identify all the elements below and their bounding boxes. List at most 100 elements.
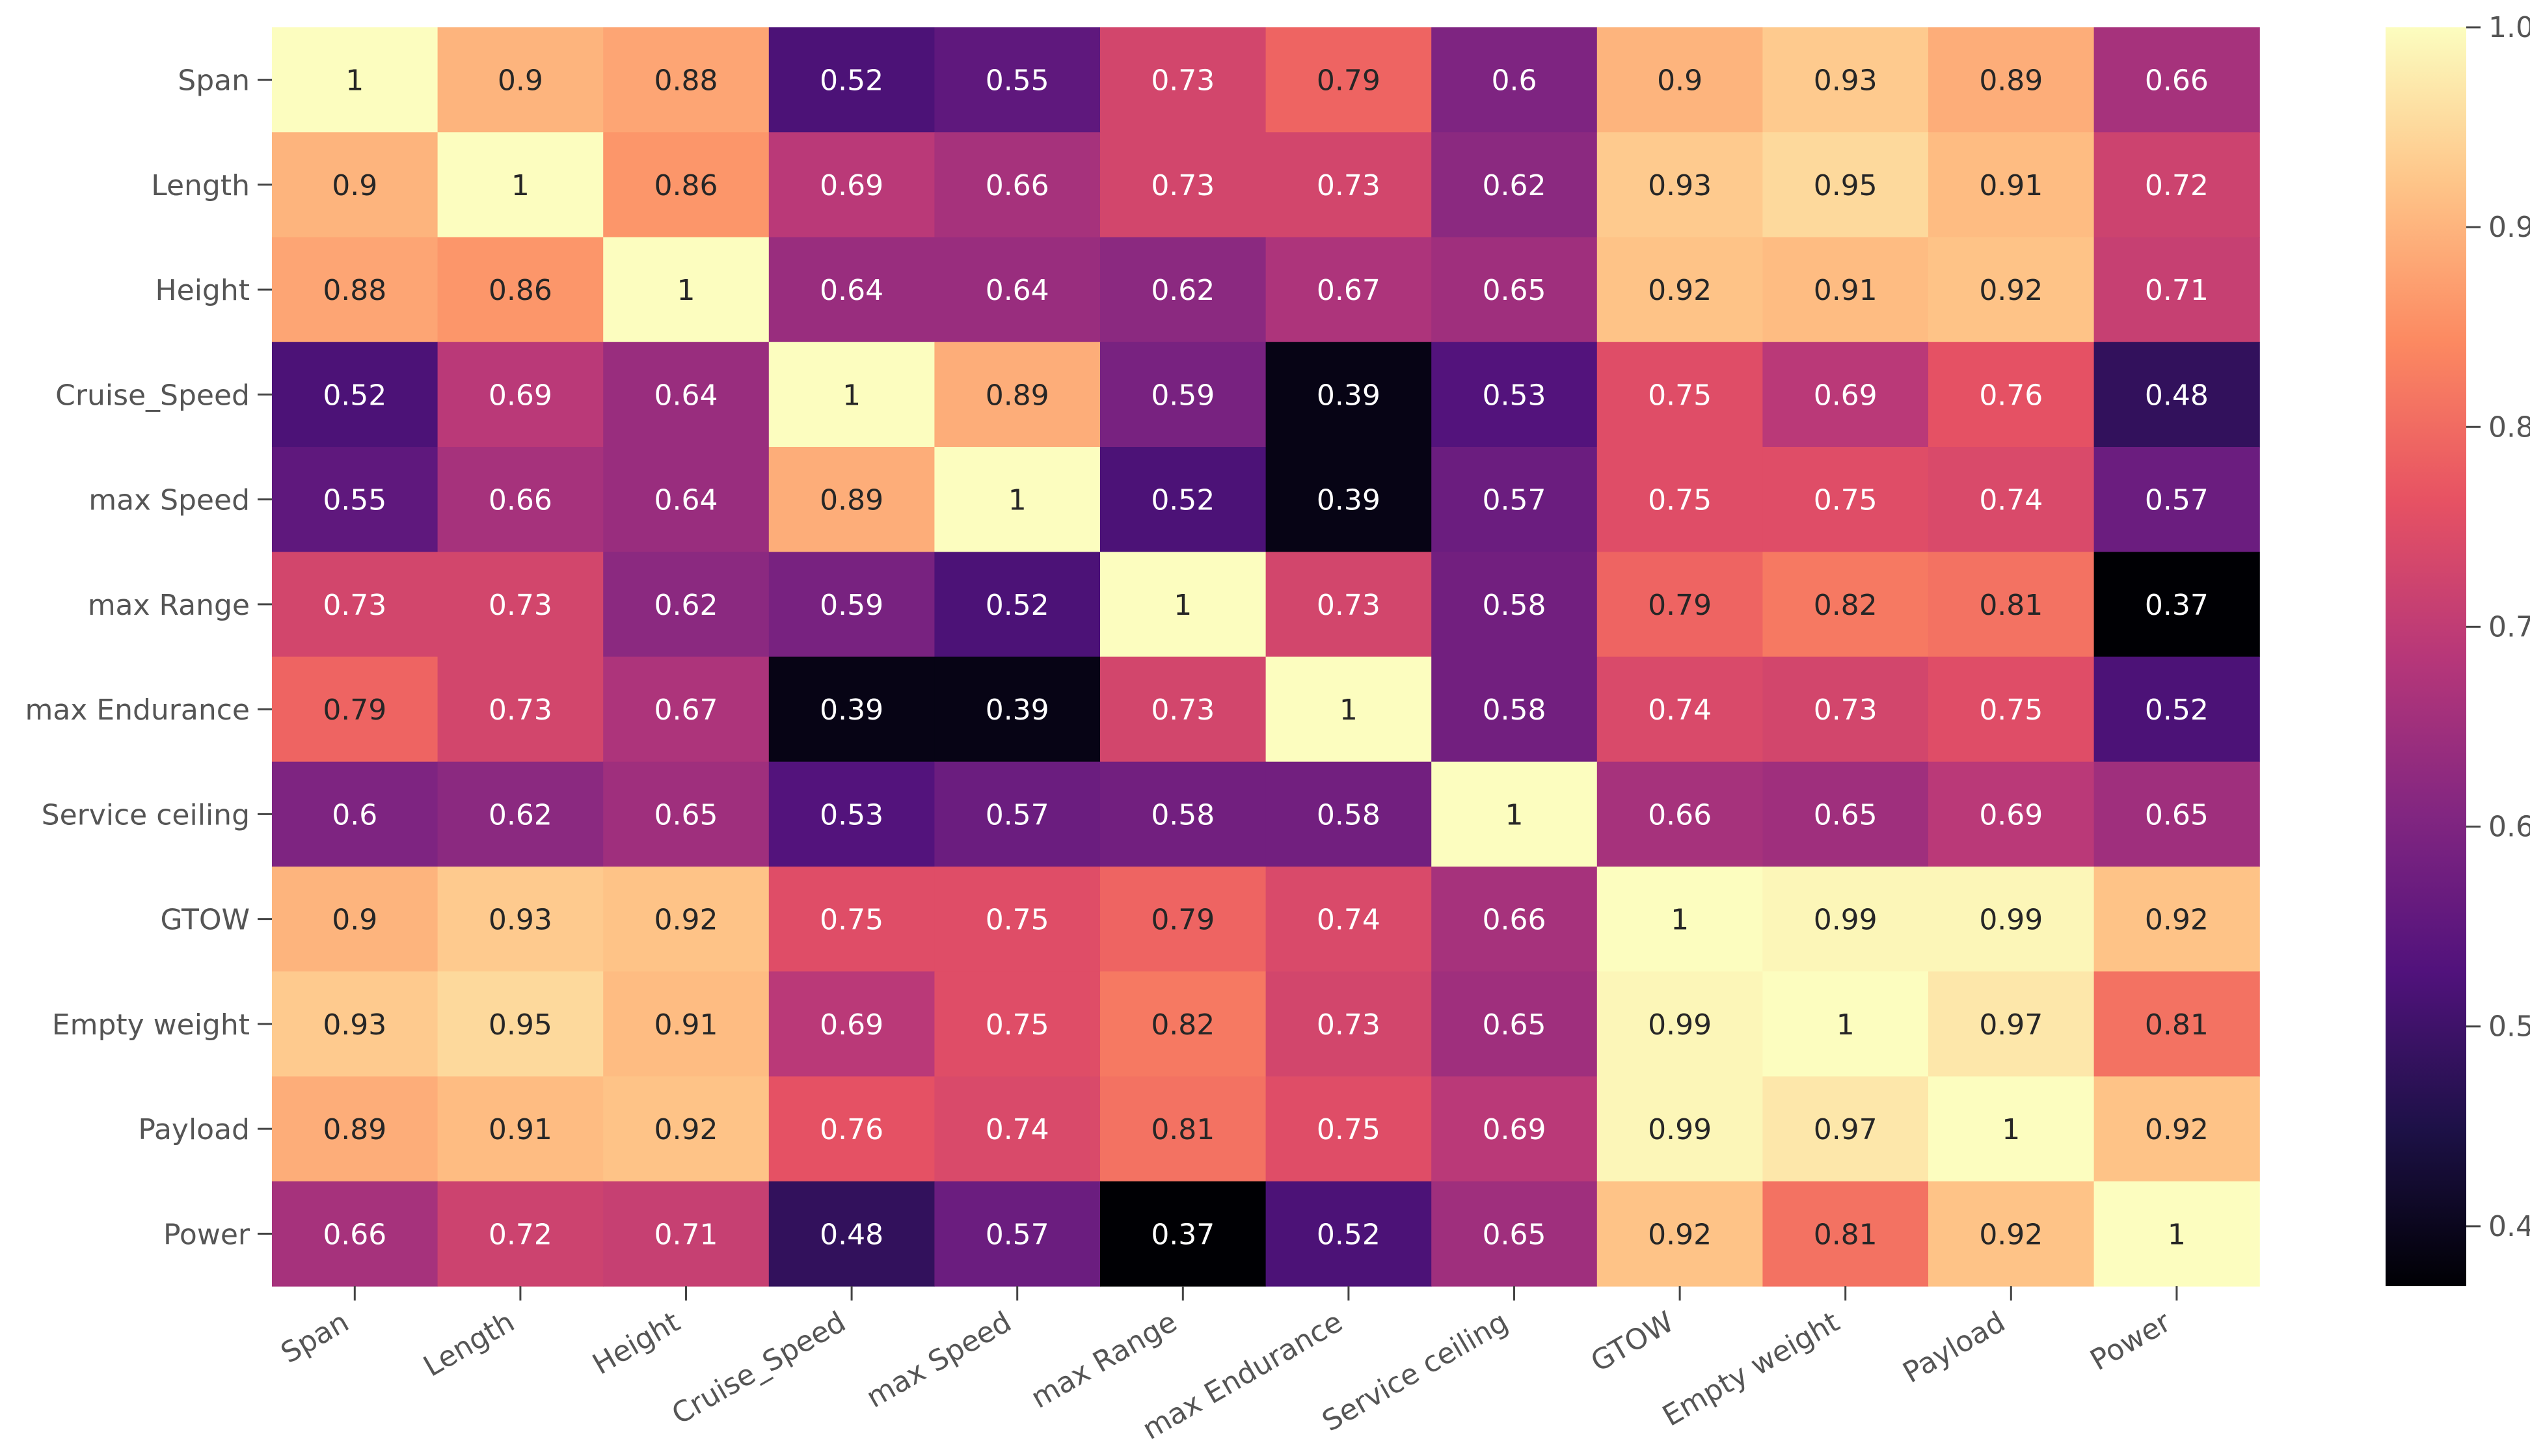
heatmap-cell [1762, 761, 1929, 867]
y-tick-label: max Speed [88, 484, 250, 517]
cell-value-label: 0.93 [1648, 169, 1712, 202]
cell-value-label: 0.59 [1151, 379, 1215, 412]
heatmap-cell [1928, 552, 2095, 658]
cell-value-label: 0.75 [1648, 484, 1712, 517]
heatmap-cell [1431, 867, 1598, 972]
colorbar: 0.4 0.5 0.6 0.7 0.8 0.9 1.0 [2386, 11, 2530, 1286]
cell-value-label: 1 [1008, 484, 1027, 517]
x-tick-label: max Speed [861, 1305, 1017, 1414]
cell-value-label: 0.9 [498, 64, 543, 98]
heatmap-cell [2093, 1076, 2260, 1182]
cell-value-label: 0.58 [1483, 589, 1546, 622]
heatmap-cell [1596, 1181, 1763, 1287]
heatmap-cell [437, 867, 604, 972]
colorbar-tick-label: 0.5 [2488, 1010, 2530, 1044]
cell-value-label: 0.92 [1979, 274, 2043, 307]
heatmap-cell [1431, 237, 1598, 343]
heatmap-cell [1100, 1076, 1267, 1182]
heatmap-cell [437, 237, 604, 343]
heatmap-cell [1100, 552, 1267, 658]
cell-value-label: 1 [1505, 798, 1524, 831]
cell-value-label: 1 [2002, 1113, 2020, 1146]
heatmap-cell [1431, 656, 1598, 762]
cell-value-label: 0.79 [1151, 904, 1215, 937]
cell-value-label: 0.67 [1317, 274, 1380, 307]
heatmap-cell [437, 447, 604, 552]
cell-value-label: 0.57 [986, 1218, 1049, 1251]
heatmap-cell [603, 761, 770, 867]
cell-value-label: 0.73 [1317, 589, 1380, 622]
cell-value-label: 0.66 [986, 169, 1049, 202]
x-tick-label: Span [275, 1305, 354, 1370]
cell-value-label: 1 [842, 379, 861, 412]
heatmap-cell [1431, 971, 1598, 1077]
cell-value-label: 0.91 [654, 1008, 718, 1042]
heatmap-cell [437, 552, 604, 658]
cell-value-label: 0.66 [1648, 798, 1712, 831]
y-tick-label: GTOW [160, 904, 250, 937]
x-tick-label: Height [587, 1305, 686, 1381]
colorbar-ticks: 0.4 0.5 0.6 0.7 0.8 0.9 1.0 [2466, 11, 2530, 1243]
heatmap-cell [934, 761, 1101, 867]
heatmap-cell [1431, 27, 1598, 133]
cell-value-label: 0.82 [1151, 1008, 1215, 1042]
heatmap-cell [1265, 552, 1432, 658]
cell-value-label: 0.9 [332, 904, 377, 937]
cell-value-label: 0.73 [1151, 169, 1215, 202]
cell-value-label: 0.81 [1979, 589, 2043, 622]
heatmap-cell [1762, 342, 1929, 448]
heatmap-cell [1762, 237, 1929, 343]
heatmap-cell [1762, 552, 1929, 658]
heatmap-cell [1596, 237, 1763, 343]
cell-value-label: 0.6 [1492, 64, 1537, 98]
cell-value-label: 1 [511, 169, 530, 202]
cell-value-label: 0.79 [1648, 589, 1712, 622]
cell-value-label: 0.73 [1151, 694, 1215, 727]
heatmap-cell [1596, 27, 1763, 133]
cell-value-label: 0.76 [1979, 379, 2043, 412]
heatmap-cell [272, 867, 438, 972]
heatmap-cell [768, 132, 935, 238]
cell-value-label: 0.57 [2145, 484, 2209, 517]
heatmap-cell [1928, 447, 2095, 552]
cell-value-label: 0.65 [1483, 1008, 1546, 1042]
y-tick-label: Height [155, 274, 250, 307]
cell-value-label: 0.73 [489, 589, 552, 622]
heatmap-cell [1265, 237, 1432, 343]
heatmap-cell [2093, 237, 2260, 343]
heatmap-cells: 1 0.9 0.88 0.52 0.55 0.73 0.79 0.6 0.9 0.93 0.89 0.… [272, 27, 2260, 1287]
cell-value-label: 0.91 [1979, 169, 2043, 202]
heatmap-cell [603, 1181, 770, 1287]
cell-value-label: 0.9 [332, 169, 377, 202]
heatmap-cell [437, 656, 604, 762]
heatmap-cell [603, 237, 770, 343]
cell-value-label: 0.81 [2145, 1008, 2209, 1042]
heatmap-cell [934, 656, 1101, 762]
cell-value-label: 0.75 [820, 904, 883, 937]
heatmap-cell [2093, 761, 2260, 867]
cell-value-label: 0.79 [1317, 64, 1380, 98]
heatmap-cell [437, 342, 604, 448]
cell-value-label: 0.93 [323, 1008, 386, 1042]
heatmap-cell [1928, 132, 2095, 238]
cell-value-label: 0.62 [1483, 169, 1546, 202]
y-tick-label: Payload [138, 1113, 250, 1146]
y-tick-label: Power [163, 1218, 250, 1251]
heatmap-cell [1596, 342, 1763, 448]
heatmap-cell [934, 971, 1101, 1077]
cell-value-label: 0.71 [2145, 274, 2209, 307]
heatmap-cell [1928, 867, 2095, 972]
cell-value-label: 0.58 [1151, 798, 1215, 831]
colorbar-tick-label: 1.0 [2488, 11, 2530, 44]
cell-value-label: 0.69 [489, 379, 552, 412]
cell-value-label: 0.89 [323, 1113, 386, 1146]
cell-value-label: 0.93 [1814, 64, 1877, 98]
heatmap-cell [1596, 971, 1763, 1077]
cell-value-label: 0.89 [820, 484, 883, 517]
heatmap-cell [1431, 447, 1598, 552]
cell-value-label: 0.37 [1151, 1218, 1215, 1251]
cell-value-label: 0.75 [986, 904, 1049, 937]
colorbar-gradient [2386, 27, 2466, 1286]
heatmap-cell [934, 342, 1101, 448]
cell-value-label: 0.64 [654, 484, 718, 517]
